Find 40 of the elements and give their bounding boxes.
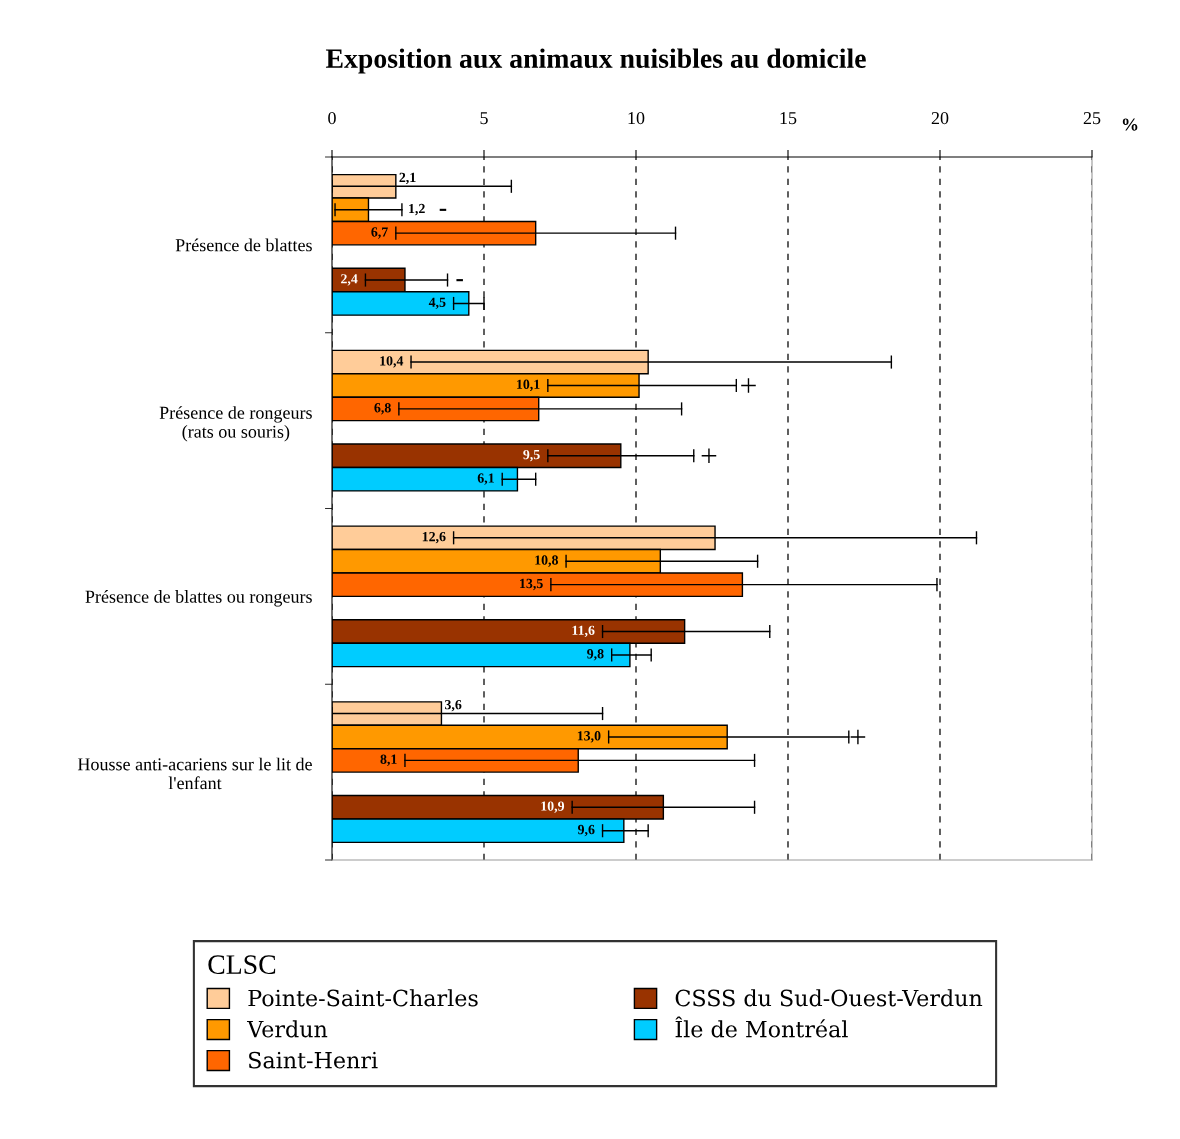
data-label: 3,6 <box>445 699 462 712</box>
data-label: 10,4 <box>380 356 404 368</box>
data-label: 12,6 <box>422 531 446 544</box>
x-tick-label: 10 <box>628 111 645 125</box>
legend-label: Verdun <box>246 1020 328 1038</box>
legend-label: Pointe-Saint-Charles <box>248 989 478 1007</box>
legend-label: Saint-Henri <box>249 1051 378 1069</box>
legend-label: Île de Montréal <box>675 1016 848 1038</box>
x-tick-label: 15 <box>780 112 797 125</box>
data-label: 6,7 <box>371 227 388 239</box>
data-label: 6,1 <box>477 473 494 485</box>
y-tick-label: Présence de rongeurs (rats ou souris) <box>159 406 312 442</box>
legend-label: CSSS du Sud-Ouest-Verdun <box>675 989 983 1007</box>
annotation: - <box>439 208 447 211</box>
legend-title: CLSC <box>208 955 276 974</box>
data-label: 13,0 <box>577 731 601 743</box>
annotation: - <box>456 279 463 282</box>
y-tick-label: Présence de blattes <box>175 238 312 252</box>
y-tick-label: Présence de blattes ou rongeurs <box>85 590 312 607</box>
chart-title: Exposition aux animaux nuisibles au domicile <box>325 48 866 74</box>
data-label: 10,1 <box>517 379 540 391</box>
x-tick-label: 0 <box>328 111 336 125</box>
data-label: 13,5 <box>520 578 543 591</box>
data-label: 4,5 <box>428 297 446 309</box>
x-axis-title: % <box>1122 118 1138 131</box>
data-label: 10,8 <box>535 555 559 567</box>
x-tick-label: 20 <box>931 111 949 125</box>
data-label: 11,6 <box>572 625 595 638</box>
x-tick-label: 5 <box>480 112 488 125</box>
y-tick-label: Housse anti-acariens sur le lit de l'enfant <box>77 757 312 790</box>
x-tick-label: 25 <box>1083 112 1101 125</box>
data-label: 9,6 <box>577 824 595 837</box>
data-label: 6,8 <box>374 403 391 415</box>
data-label: 2,1 <box>399 172 416 185</box>
data-label: 10,9 <box>541 801 565 813</box>
data-label: 9,8 <box>587 649 604 661</box>
data-label: 2,4 <box>341 274 358 286</box>
data-label: 9,5 <box>523 449 540 462</box>
data-label: 8,1 <box>380 754 397 766</box>
data-label: 1,2 <box>409 203 425 216</box>
